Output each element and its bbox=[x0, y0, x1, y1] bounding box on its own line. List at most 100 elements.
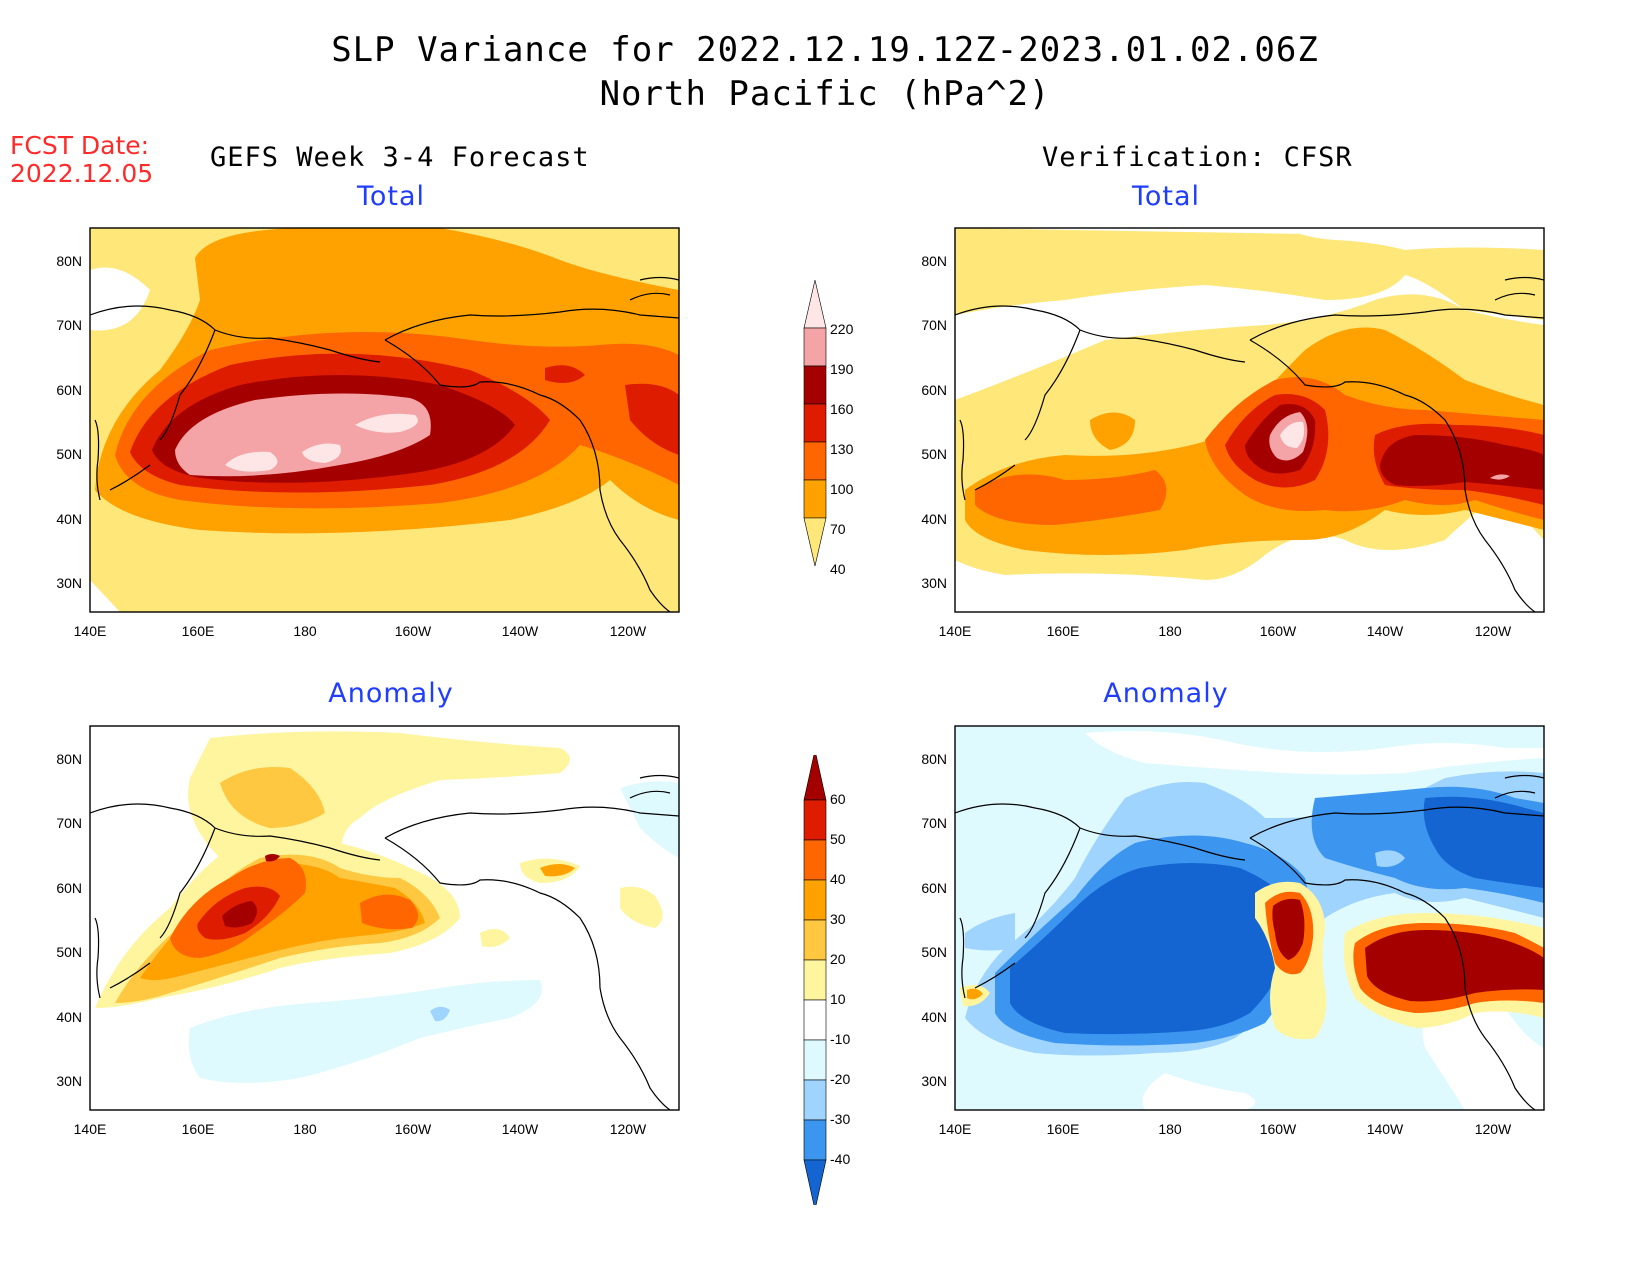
colorbar-anomaly: 60 50 40 30 20 10 -10 -20 -30 -40 bbox=[803, 755, 850, 1205]
lon-label: 160E bbox=[1047, 1121, 1080, 1137]
lon-label: 160W bbox=[395, 623, 432, 639]
colorbar-swatch bbox=[803, 327, 827, 367]
lon-label: 140W bbox=[502, 1121, 539, 1137]
lon-label: 180 bbox=[293, 1121, 317, 1137]
contour-fill-verification-total bbox=[955, 228, 1544, 612]
colorbar-label: 190 bbox=[830, 361, 854, 377]
main-title: SLP Variance for 2022.12.19.12Z-2023.01.… bbox=[331, 30, 1319, 70]
lat-label: 40N bbox=[921, 1009, 947, 1025]
colorbar-label: 50 bbox=[830, 831, 846, 847]
colorbar-swatch bbox=[803, 479, 827, 519]
lat-label: 50N bbox=[921, 944, 947, 960]
contour-fill-forecast-anomaly bbox=[90, 726, 679, 1110]
lon-label: 120W bbox=[1475, 623, 1512, 639]
colorbar-swatch bbox=[803, 365, 827, 405]
lon-label: 160E bbox=[182, 623, 215, 639]
colorbar-label: 70 bbox=[830, 521, 846, 537]
lon-label: 160W bbox=[395, 1121, 432, 1137]
lon-label: 120W bbox=[1475, 1121, 1512, 1137]
lat-label: 30N bbox=[921, 1073, 947, 1089]
lat-label: 80N bbox=[56, 751, 82, 767]
map-panel-forecast-anomaly: 80N 70N 60N 50N 40N 30N 140E 160E 180 16… bbox=[56, 725, 680, 1137]
lat-label: 70N bbox=[921, 815, 947, 831]
lat-ticks-verification-anomaly: 80N 70N 60N 50N 40N 30N bbox=[921, 751, 947, 1089]
lat-ticks-forecast-anomaly: 80N 70N 60N 50N 40N 30N bbox=[56, 751, 82, 1089]
colorbar-swatch bbox=[803, 280, 827, 329]
lon-label: 180 bbox=[1158, 1121, 1182, 1137]
lon-label: 140W bbox=[1367, 623, 1404, 639]
colorbar-total: 220 190 160 130 100 70 40 bbox=[803, 280, 854, 577]
coastlines-forecast-anomaly bbox=[90, 774, 679, 1110]
colorbar-label: 40 bbox=[830, 871, 846, 887]
colorbar-label: 100 bbox=[830, 481, 854, 497]
colorbar-swatch bbox=[803, 799, 827, 841]
lon-label: 140W bbox=[1367, 1121, 1404, 1137]
lon-label: 160W bbox=[1260, 1121, 1297, 1137]
colorbar-swatch bbox=[803, 441, 827, 481]
lon-label: 120W bbox=[610, 1121, 647, 1137]
colorbar-swatch bbox=[803, 755, 827, 801]
lon-label: 140E bbox=[74, 623, 107, 639]
colorbar-swatch bbox=[803, 999, 827, 1041]
lon-ticks-forecast-total: 140E 160E 180 160W 140W 120W bbox=[74, 623, 647, 639]
colorbar-label: 10 bbox=[830, 991, 846, 1007]
verification-column-title: Verification: CFSR bbox=[1042, 142, 1353, 173]
map-panel-forecast-total: 80N 70N 60N 50N 40N 30N 140E 160E 180 16… bbox=[56, 227, 680, 639]
colorbar-label: 220 bbox=[830, 321, 854, 337]
colorbar-label: 30 bbox=[830, 911, 846, 927]
lat-ticks-verification-total: 80N 70N 60N 50N 40N 30N bbox=[921, 253, 947, 591]
lat-label: 40N bbox=[56, 511, 82, 527]
colorbar-swatch bbox=[803, 517, 827, 567]
colorbar-label: 130 bbox=[830, 441, 854, 457]
lat-label: 50N bbox=[921, 446, 947, 462]
colorbar-label: -20 bbox=[830, 1071, 850, 1087]
lat-label: 60N bbox=[56, 880, 82, 896]
lat-label: 70N bbox=[56, 317, 82, 333]
lat-label: 60N bbox=[56, 382, 82, 398]
lon-label: 160E bbox=[1047, 623, 1080, 639]
colorbar-label: -10 bbox=[830, 1031, 850, 1047]
colorbar-swatch bbox=[803, 1039, 827, 1081]
lat-label: 80N bbox=[56, 253, 82, 269]
lat-label: 60N bbox=[921, 382, 947, 398]
colorbar-swatch bbox=[803, 403, 827, 443]
lat-ticks-forecast-total: 80N 70N 60N 50N 40N 30N bbox=[56, 253, 82, 591]
colorbar-label: 40 bbox=[830, 561, 846, 577]
lon-label: 140E bbox=[74, 1121, 107, 1137]
lat-label: 50N bbox=[56, 446, 82, 462]
fcst-date-label: FCST Date: bbox=[10, 131, 150, 160]
lat-label: 80N bbox=[921, 253, 947, 269]
lat-label: 30N bbox=[921, 575, 947, 591]
lat-label: 40N bbox=[56, 1009, 82, 1025]
panel-title-verification-total: Total bbox=[1131, 181, 1201, 212]
colorbar-swatch bbox=[803, 1079, 827, 1121]
colorbar-swatch bbox=[803, 839, 827, 881]
panel-title-verification-anomaly: Anomaly bbox=[1103, 678, 1229, 709]
fcst-date-value: 2022.12.05 bbox=[10, 159, 154, 188]
colorbar-label: 60 bbox=[830, 791, 846, 807]
lon-label: 180 bbox=[1158, 623, 1182, 639]
lon-ticks-verification-anomaly: 140E 160E 180 160W 140W 120W bbox=[939, 1121, 1512, 1137]
lat-label: 70N bbox=[56, 815, 82, 831]
colorbar-swatch bbox=[803, 1119, 827, 1161]
lon-ticks-verification-total: 140E 160E 180 160W 140W 120W bbox=[939, 623, 1512, 639]
colorbar-label: -30 bbox=[830, 1111, 850, 1127]
lon-ticks-forecast-anomaly: 140E 160E 180 160W 140W 120W bbox=[74, 1121, 647, 1137]
lon-label: 160E bbox=[182, 1121, 215, 1137]
forecast-column-title: GEFS Week 3-4 Forecast bbox=[210, 142, 590, 173]
contour-fill-forecast-total bbox=[90, 228, 679, 612]
map-panel-verification-total: 80N 70N 60N 50N 40N 30N 140E 160E 180 16… bbox=[921, 227, 1545, 639]
coastlines-verification-anomaly bbox=[955, 774, 1544, 1110]
map-panel-verification-anomaly: 80N 70N 60N 50N 40N 30N 140E 160E 180 16… bbox=[921, 725, 1545, 1137]
lat-label: 30N bbox=[56, 1073, 82, 1089]
lon-label: 140E bbox=[939, 1121, 972, 1137]
lon-label: 160W bbox=[1260, 623, 1297, 639]
colorbar-label: 20 bbox=[830, 951, 846, 967]
lon-label: 180 bbox=[293, 623, 317, 639]
lon-label: 120W bbox=[610, 623, 647, 639]
colorbar-swatch bbox=[803, 919, 827, 961]
lat-label: 30N bbox=[56, 575, 82, 591]
lat-label: 60N bbox=[921, 880, 947, 896]
lat-label: 70N bbox=[921, 317, 947, 333]
lat-label: 50N bbox=[56, 944, 82, 960]
